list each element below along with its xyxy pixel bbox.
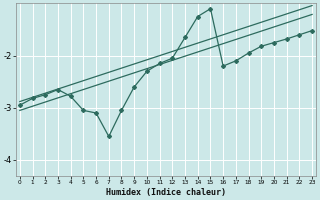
X-axis label: Humidex (Indice chaleur): Humidex (Indice chaleur) [106,188,226,197]
